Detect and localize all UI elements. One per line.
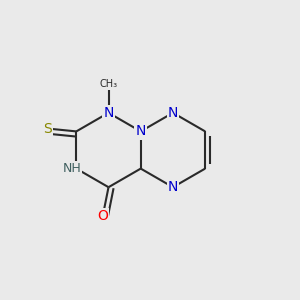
Text: NH: NH: [63, 162, 81, 175]
Text: N: N: [168, 180, 178, 194]
Text: N: N: [136, 124, 146, 138]
Text: CH₃: CH₃: [100, 79, 118, 89]
Text: N: N: [168, 106, 178, 120]
Text: O: O: [98, 209, 108, 223]
Text: N: N: [103, 106, 114, 120]
Text: S: S: [43, 122, 52, 136]
